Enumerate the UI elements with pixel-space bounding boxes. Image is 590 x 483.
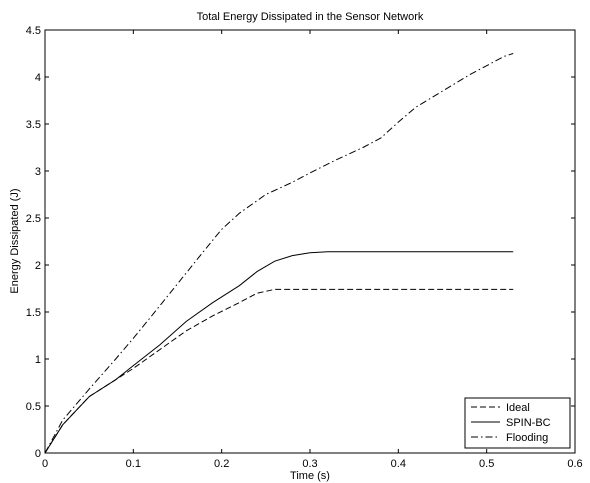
legend: Ideal SPIN-BC Flooding [465, 398, 570, 448]
x-tick-label: 0.5 [479, 458, 494, 470]
y-tick-label: 2.5 [26, 213, 41, 225]
y-tick-label: 1.5 [26, 307, 41, 319]
y-tick-label: 4 [35, 72, 41, 84]
x-tick-label: 0.4 [391, 458, 406, 470]
y-tick-label: 1 [35, 354, 41, 366]
y-tick-label: 3 [35, 166, 41, 178]
y-tick-label: 2 [35, 260, 41, 272]
x-tick-label: 0 [42, 458, 48, 470]
legend-label: SPIN-BC [506, 417, 551, 429]
x-tick-label: 0.1 [126, 458, 141, 470]
y-axis-title: Energy Dissipated (J) [9, 188, 21, 293]
y-tick-label: 0.5 [26, 401, 41, 413]
x-axis-title: Time (s) [290, 470, 330, 482]
x-tick-label: 0.6 [567, 458, 582, 470]
y-tick-label: 0 [35, 448, 41, 460]
x-tick-label: 0.3 [302, 458, 317, 470]
y-tick-label: 3.5 [26, 119, 41, 131]
chart-title: Total Energy Dissipated in the Sensor Ne… [197, 11, 424, 23]
legend-label: Ideal [506, 402, 530, 414]
plot-area [45, 30, 575, 453]
legend-label: Flooding [506, 432, 548, 444]
y-tick-label: 4.5 [26, 25, 41, 37]
x-tick-label: 0.2 [214, 458, 229, 470]
